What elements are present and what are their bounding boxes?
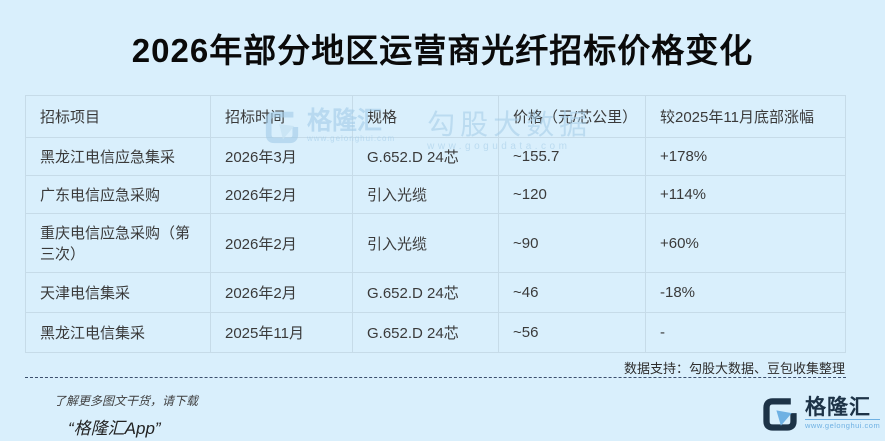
cell-change: +178% <box>645 137 846 176</box>
col-header-price: 价格（元/芯公里） <box>498 95 646 138</box>
col-header-spec: 规格 <box>352 95 499 138</box>
cell-time: 2026年2月 <box>210 175 353 214</box>
logo-brand-name: 格隆汇 <box>805 396 871 419</box>
cell-price: ~155.7 <box>498 137 646 176</box>
col-header-time: 招标时间 <box>210 95 353 138</box>
cell-spec: G.652.D 24芯 <box>352 312 499 353</box>
col-header-change: 较2025年11月底部涨幅 <box>645 95 846 138</box>
cell-spec: G.652.D 24芯 <box>352 272 499 313</box>
cell-spec: 引入光缆 <box>352 175 499 214</box>
gelonghui-g-logo-icon <box>763 398 797 431</box>
cell-spec: 引入光缆 <box>352 213 499 273</box>
cell-price: ~46 <box>498 272 646 313</box>
cell-time: 2025年11月 <box>210 312 353 353</box>
cell-spec: G.652.D 24芯 <box>352 137 499 176</box>
fiber-price-table: 招标项目 招标时间 规格 价格（元/芯公里） 较2025年11月底部涨幅 黑龙江… <box>25 95 846 353</box>
cell-change: - <box>645 312 846 353</box>
cell-project: 黑龙江电信集采 <box>25 312 211 353</box>
cell-price: ~120 <box>498 175 646 214</box>
cell-price: ~56 <box>498 312 646 353</box>
cell-project: 重庆电信应急采购（第三次） <box>25 213 211 273</box>
cell-change: +114% <box>645 175 846 214</box>
logo-brand-url: www.gelonghui.com <box>805 419 881 430</box>
promo-line1: 了解更多图文干货，请下载 <box>54 394 199 408</box>
cell-time: 2026年3月 <box>210 137 353 176</box>
cell-change: -18% <box>645 272 846 313</box>
page-title: 2026年部分地区运营商光纤招标价格变化 <box>131 32 754 69</box>
cell-change: +60% <box>645 213 846 273</box>
cell-time: 2026年2月 <box>210 213 353 273</box>
col-header-project: 招标项目 <box>25 95 211 138</box>
table-header-row: 招标项目 招标时间 规格 价格（元/芯公里） 较2025年11月底部涨幅 <box>25 95 846 138</box>
data-support-note: 数据支持：勾股大数据、豆包收集整理 <box>623 361 845 376</box>
cell-project: 广东电信应急采购 <box>25 175 211 214</box>
cell-price: ~90 <box>498 213 646 273</box>
cell-project: 天津电信集采 <box>25 272 211 313</box>
table-row: 黑龙江电信应急集采 2026年3月 G.652.D 24芯 ~155.7 +17… <box>25 137 846 176</box>
table-row: 天津电信集采 2026年2月 G.652.D 24芯 ~46 -18% <box>25 272 846 313</box>
app-promo: 了解更多图文干货，请下载 “格隆汇App” <box>54 392 198 439</box>
cell-time: 2026年2月 <box>210 272 353 313</box>
table-row: 重庆电信应急采购（第三次） 2026年2月 引入光缆 ~90 +60% <box>25 213 846 273</box>
promo-line2: “格隆汇App” <box>68 419 161 438</box>
gelonghui-logo: 格隆汇 www.gelonghui.com <box>762 396 881 432</box>
table-row: 广东电信应急采购 2026年2月 引入光缆 ~120 +114% <box>25 175 846 214</box>
table-row: 黑龙江电信集采 2025年11月 G.652.D 24芯 ~56 - <box>25 312 846 353</box>
dashed-divider <box>25 377 846 378</box>
cell-project: 黑龙江电信应急集采 <box>25 137 211 176</box>
